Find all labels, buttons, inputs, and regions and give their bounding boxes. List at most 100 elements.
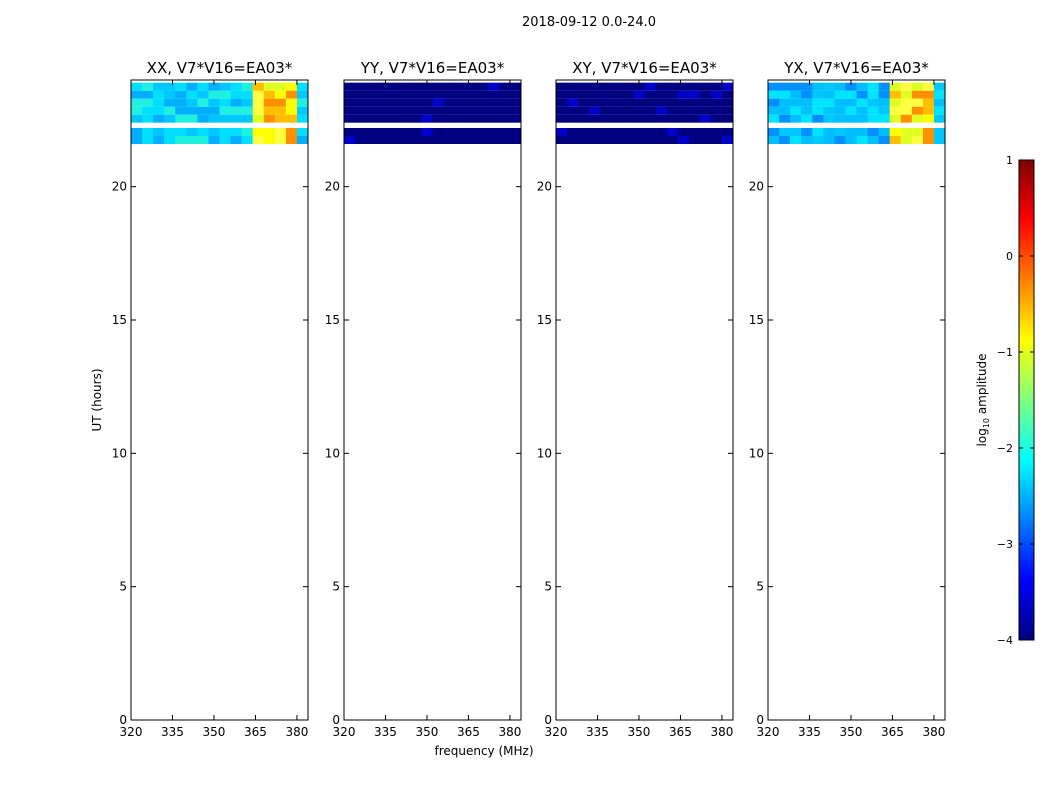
heatmap-cell xyxy=(454,128,467,136)
heatmap-cell xyxy=(476,106,489,115)
heatmap-cell xyxy=(633,82,645,91)
heatmap-cell xyxy=(230,136,243,144)
x-tick-label: 365 xyxy=(881,725,904,739)
data-row xyxy=(556,106,734,115)
x-tick-label: 335 xyxy=(798,725,821,739)
heatmap-cell xyxy=(432,98,444,107)
heatmap-cell xyxy=(465,114,478,123)
data-row xyxy=(768,82,946,91)
heatmap-cell xyxy=(567,128,579,136)
heatmap-cell xyxy=(285,114,298,123)
data-row xyxy=(556,114,734,123)
heatmap-cell xyxy=(454,106,467,115)
heatmap-cell xyxy=(655,98,668,107)
heatmap-cell xyxy=(867,114,880,123)
heatmap-cell xyxy=(589,114,601,123)
heatmap-cell xyxy=(878,106,891,115)
x-tick-label: 380 xyxy=(922,725,945,739)
heatmap-cell xyxy=(790,114,802,123)
heatmap-cell xyxy=(142,82,154,91)
heatmap-cell xyxy=(801,98,813,107)
heatmap-cell xyxy=(600,82,612,91)
heatmap-cell xyxy=(622,82,634,91)
heatmap-cell xyxy=(219,106,231,115)
data-row xyxy=(131,128,309,136)
heatmap-cell xyxy=(710,136,723,144)
heatmap-cell xyxy=(399,90,411,99)
heatmap-cell xyxy=(556,98,568,107)
heatmap-cell xyxy=(487,106,500,115)
data-row xyxy=(131,90,309,99)
colorbar-tick-label: −4 xyxy=(997,634,1013,647)
heatmap-cell xyxy=(421,90,433,99)
heatmap-cell xyxy=(933,106,946,115)
heatmap-cell xyxy=(699,136,712,144)
heatmap-cell xyxy=(889,128,902,136)
heatmap-cell xyxy=(355,98,367,107)
heatmap-cell xyxy=(922,106,935,115)
heatmap-cell xyxy=(131,82,143,91)
heatmap-cell xyxy=(498,90,511,99)
x-tick-label: 350 xyxy=(628,725,651,739)
axes-frame xyxy=(555,79,734,721)
heatmap-cell xyxy=(567,98,579,107)
heatmap-cell xyxy=(355,136,367,144)
heatmap-cell xyxy=(388,128,400,136)
heatmap-cell xyxy=(856,98,868,107)
data-row xyxy=(556,82,734,91)
heatmap-cell xyxy=(721,136,734,144)
heatmap-cell xyxy=(600,136,612,144)
heatmap-cell xyxy=(487,90,500,99)
heatmap-cell xyxy=(867,136,880,144)
heatmap-cell xyxy=(487,136,500,144)
heatmap-cell xyxy=(355,106,367,115)
heatmap-cell xyxy=(454,114,467,123)
y-tick-label: 20 xyxy=(749,180,764,194)
heatmap-cell xyxy=(175,98,187,107)
heatmap-cell xyxy=(666,106,679,115)
heatmap-cell xyxy=(589,136,601,144)
heatmap-cell xyxy=(219,136,231,144)
heatmap-cell xyxy=(197,114,209,123)
heatmap-cell xyxy=(933,90,946,99)
data-row xyxy=(768,114,946,123)
heatmap-cell xyxy=(241,90,254,99)
heatmap-cell xyxy=(219,128,231,136)
heatmap-cell xyxy=(611,114,623,123)
heatmap-cell xyxy=(911,114,924,123)
heatmap-cell xyxy=(296,128,309,136)
heatmap-cell xyxy=(834,136,846,144)
heatmap-cell xyxy=(710,106,723,115)
x-tick-label: 350 xyxy=(416,725,439,739)
heatmap-cell xyxy=(208,106,220,115)
heatmap-cell xyxy=(688,136,701,144)
heatmap-cell xyxy=(622,128,634,136)
heatmap-cell xyxy=(933,136,946,144)
heatmap-cell xyxy=(666,98,679,107)
heatmap-cell xyxy=(889,114,902,123)
heatmap-cell xyxy=(666,114,679,123)
heatmap-cell xyxy=(274,82,287,91)
heatmap-cell xyxy=(399,128,411,136)
heatmap-cell xyxy=(296,106,309,115)
data-row xyxy=(131,98,309,107)
heatmap-cell xyxy=(274,98,287,107)
heatmap-cell xyxy=(219,98,231,107)
heatmap-cell xyxy=(922,98,935,107)
heatmap-cell xyxy=(241,136,254,144)
heatmap-cell xyxy=(432,114,444,123)
heatmap-cell xyxy=(465,128,478,136)
heatmap-cell xyxy=(399,106,411,115)
heatmap-cell xyxy=(622,90,634,99)
heatmap-cell xyxy=(399,136,411,144)
heatmap-cell xyxy=(219,90,231,99)
heatmap-cell xyxy=(710,114,723,123)
heatmap-cell xyxy=(252,98,265,107)
heatmap-cell xyxy=(274,106,287,115)
heatmap-cell xyxy=(263,90,276,99)
data-row xyxy=(344,90,522,99)
heatmap-cell xyxy=(432,136,444,144)
data-row xyxy=(768,136,946,144)
y-tick-label: 20 xyxy=(112,180,127,194)
heatmap-cell xyxy=(900,136,913,144)
